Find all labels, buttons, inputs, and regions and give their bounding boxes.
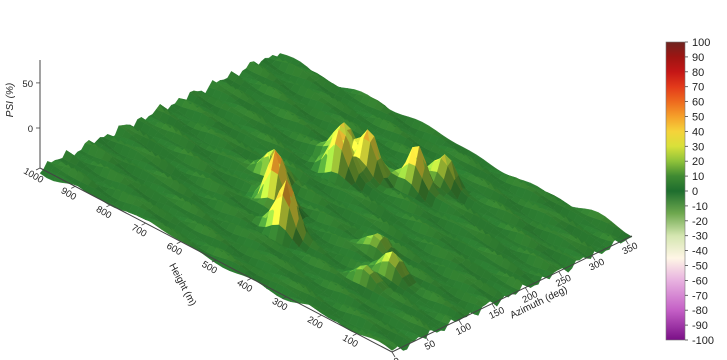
height-tick-label: 800 (94, 204, 113, 221)
colorbar-tick-label: 80 (692, 67, 704, 79)
height-tick-mark (71, 186, 76, 189)
colorbar-gradient (665, 41, 686, 341)
colorbar-tick-label: -100 (692, 335, 714, 347)
psi-tick-label: 50 (22, 79, 33, 90)
azimuth-tick-label: 350 (621, 241, 640, 258)
colorbar-tick-label: 70 (692, 82, 704, 94)
colorbar-ticks: 1009080706050403020100-10-20-30-40-50-60… (685, 37, 714, 347)
colorbar-tick-label: 60 (692, 97, 704, 109)
height-tick-label: 700 (129, 222, 148, 239)
colorbar-tick-label: 0 (692, 186, 698, 198)
azimuth-tick-label: 150 (487, 305, 506, 322)
height-tick-mark (35, 167, 41, 171)
colorbar-tick-label: -40 (692, 246, 708, 258)
height-tick-label: 100 (340, 333, 359, 350)
azimuth-tick-label: 50 (423, 338, 437, 353)
azimuth-tick-label: 0 (392, 356, 402, 360)
height-tick-mark (317, 314, 322, 318)
psi-tick-label: 0 (28, 124, 33, 135)
colorbar-tick-label: 30 (692, 141, 704, 153)
height-axis-title: Height (m) (166, 262, 198, 308)
colorbar-tick-label: 10 (692, 171, 704, 183)
height-tick-label: 400 (235, 278, 254, 295)
psi-ticks: 0 50 (22, 79, 40, 135)
colorbar-tick-label: -60 (692, 275, 708, 287)
colorbar-tick-label: -20 (692, 216, 708, 228)
colorbar-tick-label: -90 (692, 320, 708, 332)
height-tick-mark (352, 333, 357, 336)
colorbar-tick-label: 20 (692, 156, 704, 168)
colorbar-tick-label: 90 (692, 52, 704, 64)
colorbar-tick-label: 100 (692, 37, 710, 49)
height-tick-label: 900 (59, 186, 78, 203)
colorbar: 1009080706050403020100-10-20-30-40-50-60… (665, 37, 714, 347)
azimuth-tick-label: 300 (587, 257, 606, 274)
colorbar-tick-label: -70 (692, 290, 708, 302)
colorbar-tick-label: 50 (692, 112, 704, 124)
psi-surface (39, 53, 633, 351)
height-tick-mark (176, 241, 181, 244)
psi-axis-title: PSI (%) (5, 83, 16, 117)
colorbar-tick-label: -30 (692, 231, 708, 243)
azimuth-tick-label: 100 (454, 321, 473, 338)
colorbar-tick-label: -10 (692, 201, 708, 213)
colorbar-tick-label: -80 (692, 305, 708, 317)
height-tick-label: 600 (164, 241, 183, 258)
height-tick-mark (247, 278, 252, 281)
height-tick-mark (141, 222, 146, 226)
colorbar-tick-label: 40 (692, 126, 704, 138)
height-tick-mark (106, 204, 111, 208)
colorbar-tick-label: -50 (692, 261, 708, 273)
height-tick-label: 200 (305, 314, 324, 331)
